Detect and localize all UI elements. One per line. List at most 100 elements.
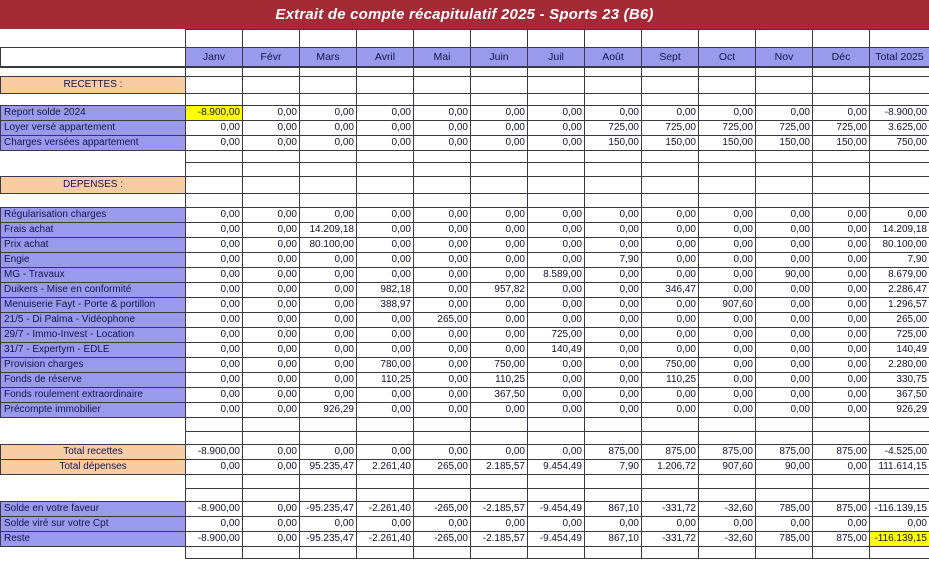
value-cell[interactable]: 0,00 [698, 342, 756, 358]
value-cell[interactable]: 0,00 [242, 501, 300, 517]
value-cell[interactable]: 265,00 [869, 312, 929, 328]
value-cell[interactable]: -331,72 [641, 501, 699, 517]
value-cell-highlighted[interactable]: -116.139,15 [869, 531, 929, 547]
value-cell[interactable]: 0,00 [527, 120, 585, 136]
value-cell[interactable]: 0,00 [812, 459, 870, 475]
value-cell[interactable]: 725,00 [869, 327, 929, 343]
value-cell[interactable]: 0,00 [356, 312, 414, 328]
empty-cell[interactable] [299, 76, 357, 94]
value-cell[interactable]: 0,00 [413, 444, 471, 460]
value-cell[interactable]: 0,00 [641, 267, 699, 283]
value-cell[interactable]: 0,00 [527, 207, 585, 223]
value-cell[interactable]: 785,00 [755, 501, 813, 517]
value-cell[interactable]: 0,00 [299, 105, 357, 121]
value-cell[interactable]: 0,00 [470, 267, 528, 283]
value-cell[interactable]: 0,00 [812, 105, 870, 121]
value-cell[interactable]: 0,00 [299, 327, 357, 343]
value-cell[interactable]: 0,00 [356, 267, 414, 283]
value-cell[interactable]: 0,00 [698, 207, 756, 223]
value-cell[interactable]: 982,18 [356, 282, 414, 298]
column-header[interactable]: Mai [413, 47, 471, 68]
empty-cell[interactable] [641, 76, 699, 94]
value-cell[interactable]: 0,00 [812, 387, 870, 403]
value-cell[interactable]: 14.209,18 [869, 222, 929, 238]
value-cell[interactable]: 875,00 [641, 444, 699, 460]
value-cell[interactable]: 0,00 [470, 105, 528, 121]
value-cell[interactable]: 0,00 [356, 105, 414, 121]
value-cell[interactable]: 0,00 [584, 327, 642, 343]
value-cell[interactable]: 0,00 [413, 105, 471, 121]
value-cell-highlighted[interactable]: -8.900,00 [185, 105, 243, 121]
value-cell[interactable]: 0,00 [470, 252, 528, 268]
row-label[interactable]: Solde viré sur votre Cpt [0, 516, 186, 532]
value-cell[interactable]: 0,00 [185, 459, 243, 475]
empty-cell[interactable] [698, 176, 756, 194]
value-cell[interactable]: 0,00 [641, 312, 699, 328]
value-cell[interactable]: 0,00 [641, 237, 699, 253]
value-cell[interactable]: 2.280,00 [869, 357, 929, 373]
empty-cell[interactable] [413, 76, 471, 94]
value-cell[interactable]: 0,00 [641, 516, 699, 532]
row-label[interactable]: Engie [0, 252, 186, 268]
value-cell[interactable]: 957,82 [470, 282, 528, 298]
value-cell[interactable]: 110,25 [356, 372, 414, 388]
value-cell[interactable]: 0,00 [413, 297, 471, 313]
value-cell[interactable]: 0,00 [299, 135, 357, 151]
value-cell[interactable]: 0,00 [527, 516, 585, 532]
value-cell[interactable]: 926,29 [299, 402, 357, 418]
empty-cell[interactable] [584, 176, 642, 194]
value-cell[interactable]: 0,00 [299, 387, 357, 403]
empty-cell[interactable] [185, 176, 243, 194]
value-cell[interactable]: 0,00 [812, 372, 870, 388]
value-cell[interactable]: 0,00 [641, 207, 699, 223]
value-cell[interactable]: -9.454,49 [527, 501, 585, 517]
value-cell[interactable]: 0,00 [242, 357, 300, 373]
value-cell[interactable]: 0,00 [185, 372, 243, 388]
empty-cell[interactable] [698, 76, 756, 94]
value-cell[interactable]: 0,00 [356, 252, 414, 268]
value-cell[interactable]: 0,00 [527, 297, 585, 313]
value-cell[interactable]: 0,00 [299, 312, 357, 328]
value-cell[interactable]: 0,00 [812, 516, 870, 532]
section-header[interactable]: DEPENSES : [0, 176, 186, 194]
value-cell[interactable]: 0,00 [527, 444, 585, 460]
value-cell[interactable]: 0,00 [698, 402, 756, 418]
value-cell[interactable]: 0,00 [584, 357, 642, 373]
value-cell[interactable]: 0,00 [698, 516, 756, 532]
value-cell[interactable]: -9.454,49 [527, 531, 585, 547]
value-cell[interactable]: 0,00 [584, 207, 642, 223]
column-header[interactable]: Déc [812, 47, 870, 68]
value-cell[interactable]: 0,00 [470, 222, 528, 238]
value-cell[interactable]: 0,00 [242, 297, 300, 313]
value-cell[interactable]: 0,00 [812, 312, 870, 328]
value-cell[interactable]: 0,00 [470, 120, 528, 136]
value-cell[interactable]: 0,00 [470, 237, 528, 253]
value-cell[interactable]: -2.185,57 [470, 531, 528, 547]
empty-cell[interactable] [242, 176, 300, 194]
value-cell[interactable]: 0,00 [413, 237, 471, 253]
value-cell[interactable]: 0,00 [698, 237, 756, 253]
empty-cell[interactable] [869, 76, 929, 94]
value-cell[interactable]: 7,90 [584, 252, 642, 268]
value-cell[interactable]: 0,00 [527, 135, 585, 151]
value-cell[interactable]: 867,10 [584, 501, 642, 517]
value-cell[interactable]: 0,00 [527, 222, 585, 238]
value-cell[interactable]: 0,00 [755, 312, 813, 328]
row-label[interactable]: Duikers - Mise en conformité [0, 282, 186, 298]
empty-cell[interactable] [812, 76, 870, 94]
value-cell[interactable]: 9.454,49 [527, 459, 585, 475]
column-header[interactable]: Sept [641, 47, 699, 68]
row-label[interactable]: Total dépenses [0, 459, 186, 475]
value-cell[interactable]: 388,97 [356, 297, 414, 313]
value-cell[interactable]: 875,00 [812, 501, 870, 517]
value-cell[interactable]: 0,00 [413, 120, 471, 136]
value-cell[interactable]: 875,00 [698, 444, 756, 460]
row-label[interactable]: Fonds de réserve [0, 372, 186, 388]
value-cell[interactable]: 875,00 [812, 531, 870, 547]
value-cell[interactable]: 725,00 [584, 120, 642, 136]
value-cell[interactable]: 0,00 [299, 357, 357, 373]
value-cell[interactable]: 0,00 [470, 297, 528, 313]
empty-cell[interactable] [869, 176, 929, 194]
empty-cell[interactable] [584, 76, 642, 94]
value-cell[interactable]: 1.206,72 [641, 459, 699, 475]
